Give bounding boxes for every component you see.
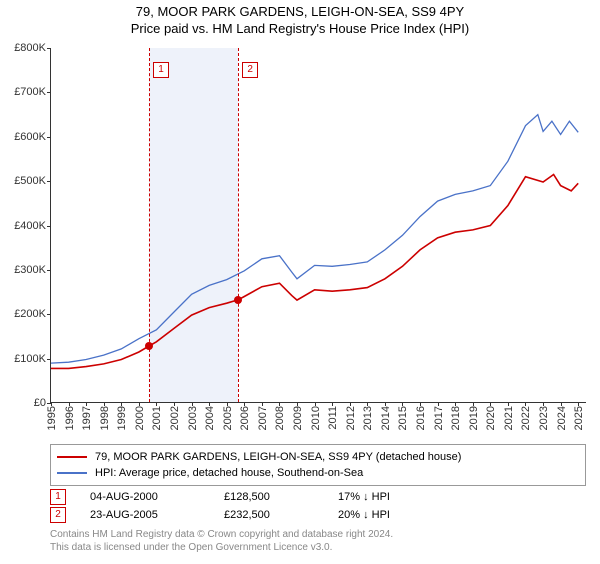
x-tick-label: 2008 [274, 406, 286, 430]
y-tick-mark [47, 270, 51, 271]
chart-area: 12 £0£100K£200K£300K£400K£500K£600K£700K… [50, 48, 586, 403]
footer-attribution: Contains HM Land Registry data © Crown c… [50, 528, 586, 554]
sale-row-1: 1 04-AUG-2000 £128,500 17% ↓ HPI [50, 488, 586, 506]
legend-swatch-property [57, 456, 87, 458]
x-tick-label: 2003 [187, 406, 199, 430]
x-tick-label: 1996 [64, 406, 76, 430]
event-dot [145, 342, 153, 350]
x-tick-label: 2024 [556, 406, 568, 430]
sale-flag-2: 2 [50, 507, 66, 523]
sale-price-2: £232,500 [224, 509, 314, 521]
legend-swatch-hpi [57, 472, 87, 474]
x-tick-label: 2010 [310, 406, 322, 430]
x-tick-label: 2011 [327, 406, 339, 430]
x-tick-label: 2015 [397, 406, 409, 430]
y-tick-mark [47, 137, 51, 138]
sale-diff-1: 17% ↓ HPI [338, 491, 428, 503]
event-dot [234, 296, 242, 304]
y-tick-mark [47, 48, 51, 49]
x-tick-label: 2012 [345, 406, 357, 430]
sales-table: 1 04-AUG-2000 £128,500 17% ↓ HPI 2 23-AU… [50, 488, 586, 524]
footer-line-1: Contains HM Land Registry data © Crown c… [50, 528, 586, 541]
x-tick-label: 2022 [520, 406, 532, 430]
y-tick-label: £400K [14, 220, 46, 232]
legend: 79, MOOR PARK GARDENS, LEIGH-ON-SEA, SS9… [50, 444, 586, 486]
x-tick-label: 2016 [415, 406, 427, 430]
y-tick-label: £0 [34, 397, 46, 409]
y-tick-mark [47, 314, 51, 315]
legend-label-hpi: HPI: Average price, detached house, Sout… [95, 467, 363, 479]
x-tick-label: 2000 [134, 406, 146, 430]
event-line [238, 48, 239, 402]
x-tick-label: 1995 [46, 406, 58, 430]
x-tick-label: 2023 [538, 406, 550, 430]
chart-card: 79, MOOR PARK GARDENS, LEIGH-ON-SEA, SS9… [0, 4, 600, 564]
chart-subtitle: Price paid vs. HM Land Registry's House … [0, 21, 600, 36]
sale-row-2: 2 23-AUG-2005 £232,500 20% ↓ HPI [50, 506, 586, 524]
sale-flag-1: 1 [50, 489, 66, 505]
x-tick-label: 2018 [450, 406, 462, 430]
plot-frame: 12 [50, 48, 586, 403]
y-tick-label: £800K [14, 42, 46, 54]
sale-diff-2: 20% ↓ HPI [338, 509, 428, 521]
event-flag: 2 [242, 62, 258, 78]
y-tick-label: £200K [14, 308, 46, 320]
legend-row-property: 79, MOOR PARK GARDENS, LEIGH-ON-SEA, SS9… [57, 449, 579, 465]
y-tick-mark [47, 226, 51, 227]
y-tick-mark [47, 359, 51, 360]
y-tick-label: £600K [14, 131, 46, 143]
line-series-svg [51, 48, 587, 403]
y-tick-label: £100K [14, 353, 46, 365]
legend-label-property: 79, MOOR PARK GARDENS, LEIGH-ON-SEA, SS9… [95, 451, 461, 463]
x-tick-label: 2019 [468, 406, 480, 430]
y-tick-label: £300K [14, 264, 46, 276]
x-tick-label: 2006 [239, 406, 251, 430]
series-hpi [51, 115, 578, 364]
sale-price-1: £128,500 [224, 491, 314, 503]
x-tick-label: 2020 [485, 406, 497, 430]
y-tick-label: £500K [14, 175, 46, 187]
x-tick-label: 1998 [99, 406, 111, 430]
y-tick-mark [47, 92, 51, 93]
x-tick-label: 1999 [116, 406, 128, 430]
y-tick-mark [47, 181, 51, 182]
x-tick-label: 2001 [151, 406, 163, 430]
x-tick-label: 2004 [204, 406, 216, 430]
legend-row-hpi: HPI: Average price, detached house, Sout… [57, 465, 579, 481]
chart-title: 79, MOOR PARK GARDENS, LEIGH-ON-SEA, SS9… [0, 4, 600, 19]
x-tick-label: 2002 [169, 406, 181, 430]
x-tick-label: 2007 [257, 406, 269, 430]
footer-line-2: This data is licensed under the Open Gov… [50, 541, 586, 554]
x-tick-label: 2025 [573, 406, 585, 430]
series-property [51, 175, 578, 369]
event-flag: 1 [153, 62, 169, 78]
x-tick-label: 2014 [380, 406, 392, 430]
x-tick-label: 2005 [222, 406, 234, 430]
sale-date-1: 04-AUG-2000 [90, 491, 200, 503]
x-tick-label: 1997 [81, 406, 93, 430]
x-tick-label: 2021 [503, 406, 515, 430]
y-tick-label: £700K [14, 86, 46, 98]
x-tick-label: 2009 [292, 406, 304, 430]
x-tick-label: 2013 [362, 406, 374, 430]
x-tick-label: 2017 [433, 406, 445, 430]
sale-date-2: 23-AUG-2005 [90, 509, 200, 521]
